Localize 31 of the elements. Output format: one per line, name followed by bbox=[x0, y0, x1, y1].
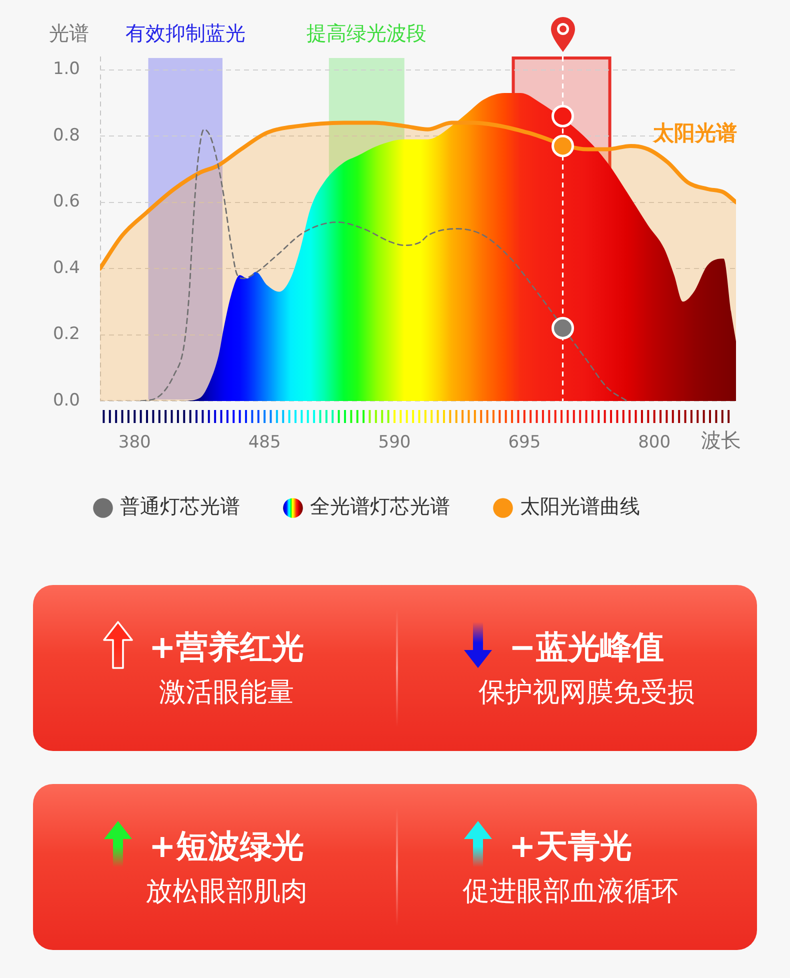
text: −蓝光峰值 bbox=[509, 627, 664, 667]
point bbox=[552, 316, 574, 340]
y-tick-label: 0.8 bbox=[52, 125, 80, 146]
text: 放松眼部肌肉 bbox=[146, 875, 308, 909]
x-axis-title: 波长 bbox=[701, 428, 741, 452]
legend-label: 太阳光谱曲线 bbox=[520, 494, 640, 518]
text: 保护视网膜免受损 bbox=[478, 676, 694, 710]
annotation: 太阳光谱 bbox=[652, 120, 737, 145]
x-tick-label: 590 bbox=[378, 432, 411, 453]
band-label: 有效抑制蓝光 bbox=[125, 20, 246, 44]
y-tick-label: 0.2 bbox=[52, 324, 80, 344]
text: +天青光 bbox=[509, 826, 632, 866]
legend-label: 全光谱灯芯光谱 bbox=[310, 494, 450, 518]
x-tick-label: 800 bbox=[638, 432, 671, 453]
point bbox=[552, 104, 574, 128]
legend-label: 普通灯芯光谱 bbox=[120, 494, 240, 518]
x-tick-label: 695 bbox=[508, 432, 541, 453]
y-tick-label: 0.6 bbox=[52, 192, 80, 212]
y-tick-label: 0.0 bbox=[52, 390, 80, 410]
x-tick-label: 485 bbox=[248, 432, 281, 453]
y-axis-title: 光谱 bbox=[49, 20, 89, 44]
text: +营养红光 bbox=[149, 627, 304, 667]
band-label: 提高绿光波段 bbox=[306, 20, 427, 44]
text: +短波绿光 bbox=[149, 826, 304, 866]
y-tick-label: 1.0 bbox=[52, 59, 80, 80]
x-tick-label: 380 bbox=[118, 432, 151, 453]
text: 促进眼部血液循环 bbox=[462, 875, 678, 909]
line-series bbox=[140, 128, 628, 401]
y-tick-label: 0.4 bbox=[52, 258, 80, 278]
text: 激活眼能量 bbox=[159, 676, 294, 710]
point bbox=[552, 134, 574, 158]
